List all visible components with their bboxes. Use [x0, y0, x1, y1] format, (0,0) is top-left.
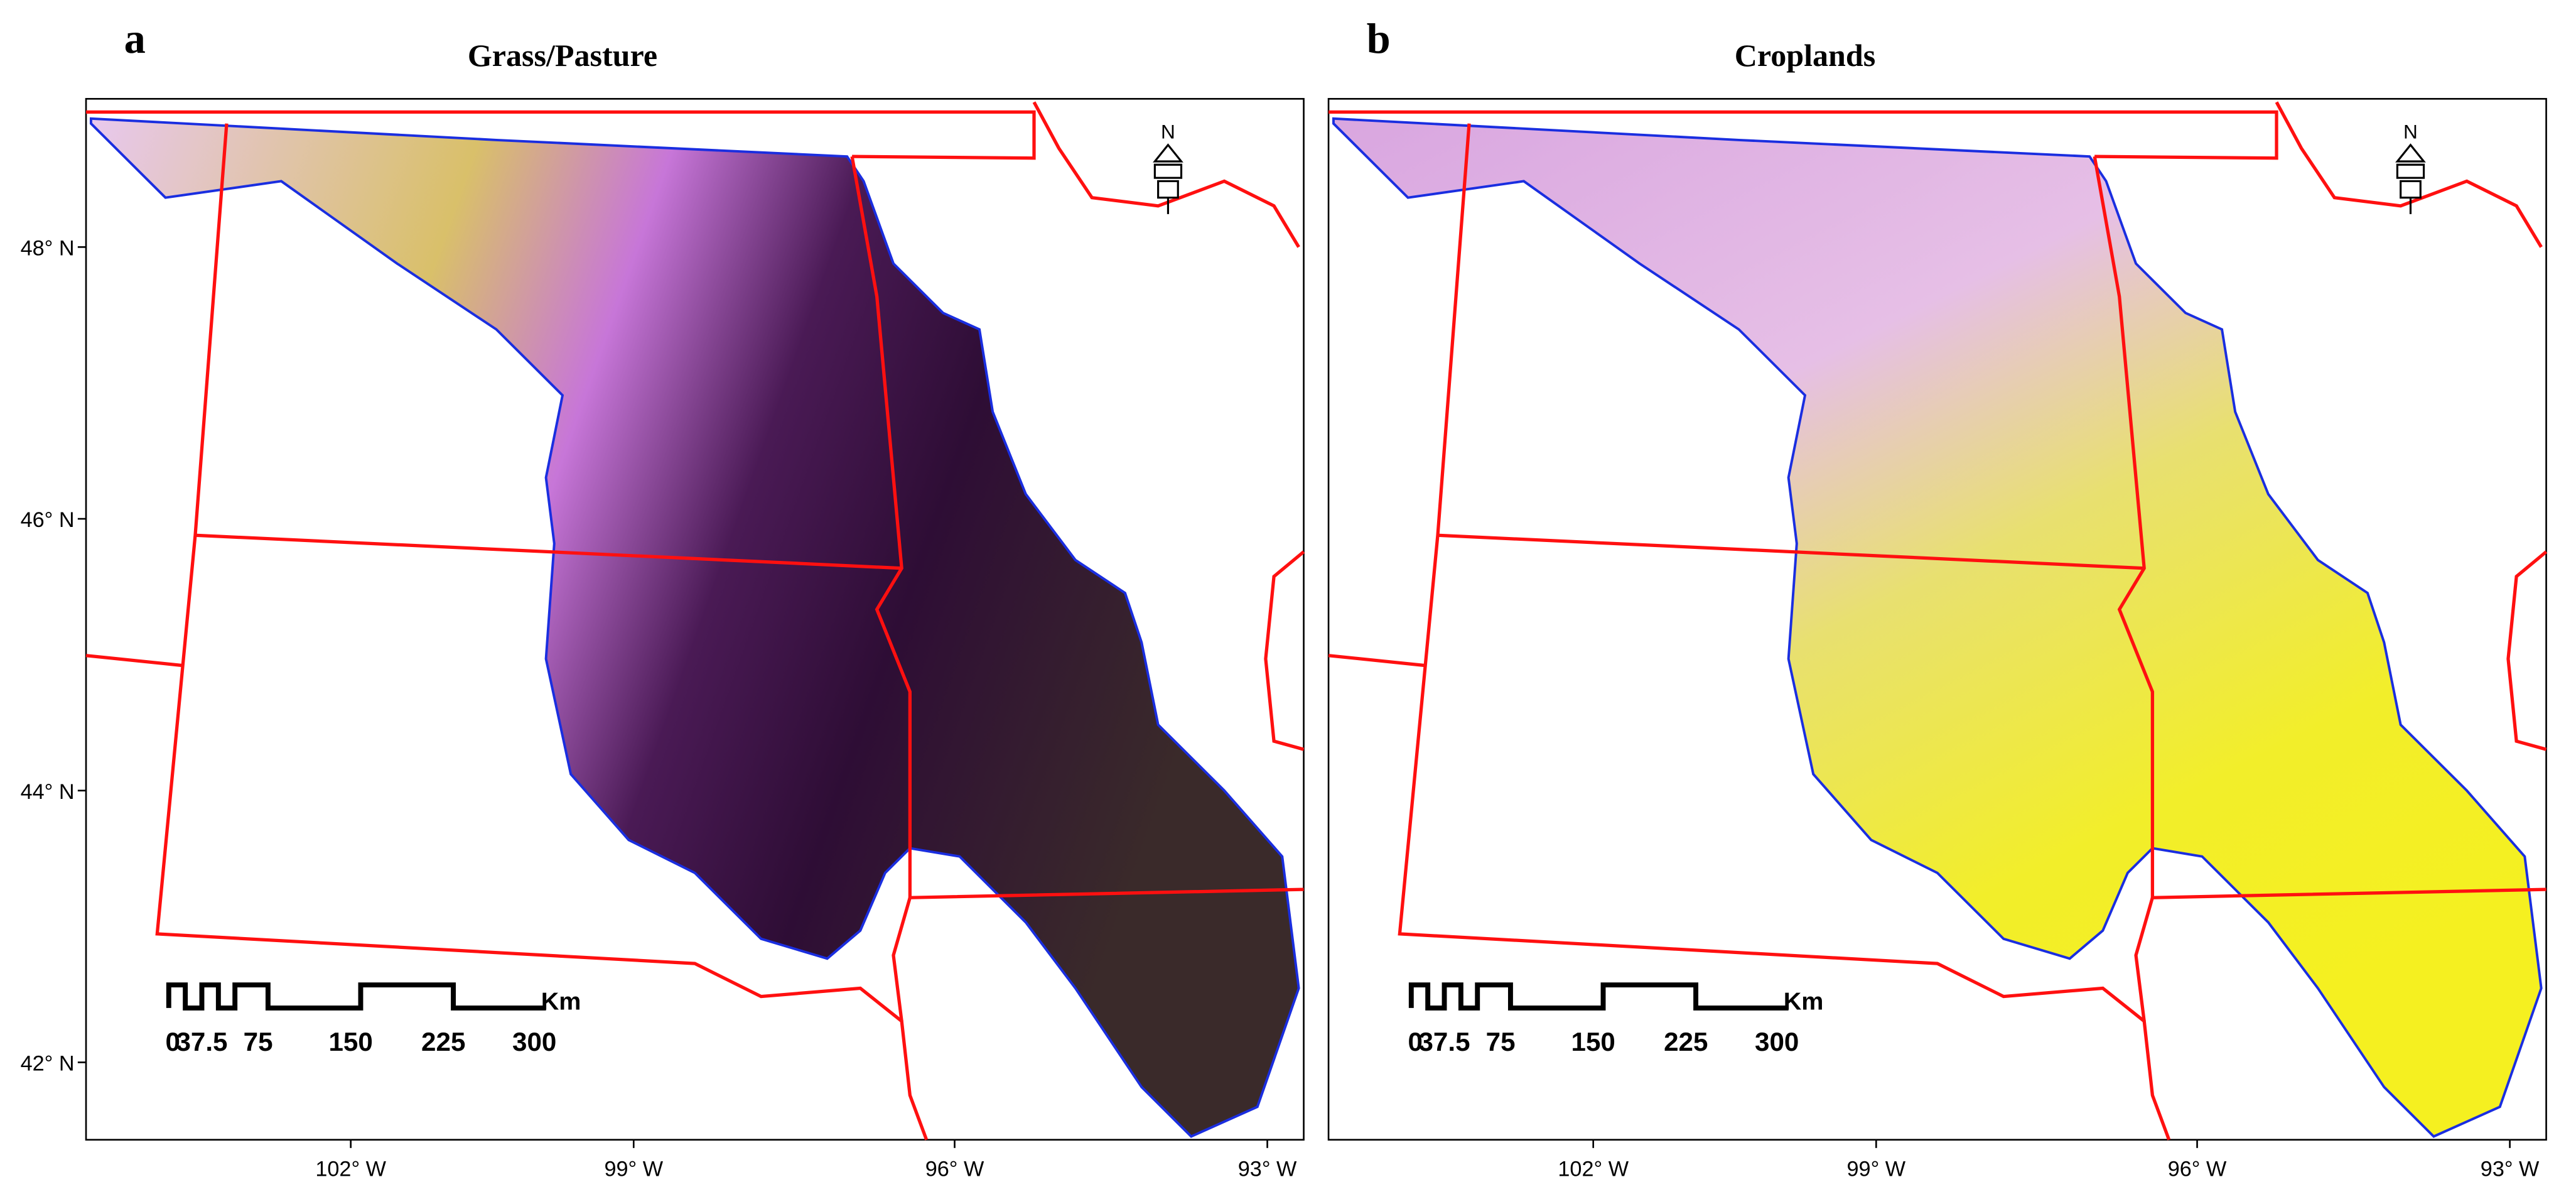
state-border [155, 123, 929, 1141]
lon-label: 99° W [604, 1157, 663, 1181]
state-border [1437, 533, 2145, 570]
ecoregion [89, 117, 1300, 1138]
lon-label: 102° W [1558, 1157, 1629, 1181]
lon-label: 102° W [315, 1157, 386, 1181]
scale-label: 75 [1486, 1027, 1516, 1056]
ecoregion [1332, 117, 2543, 1138]
panel-label: b [1367, 14, 1391, 62]
scale-label: 300 [1755, 1027, 1799, 1056]
state-border [892, 897, 912, 1022]
lat-label: 44° N [21, 780, 75, 804]
map-panel: a Grass/Pasture N Km 037.5 75 150 225 300 102° W 9… [21, 14, 1305, 1181]
state-border [1328, 654, 1425, 668]
scale-label: 300 [512, 1027, 556, 1056]
scale-label: 0 [166, 1027, 180, 1056]
panel-title: Croplands [1735, 38, 1875, 73]
lat-label: 48° N [21, 237, 75, 261]
scale-label: 150 [1571, 1027, 1615, 1056]
scale-bar [166, 982, 546, 1011]
north-arrow [1153, 143, 1183, 214]
lon-label: 96° W [2168, 1157, 2227, 1181]
lon-label: 93° W [1238, 1157, 1297, 1181]
state-border [2275, 101, 2543, 248]
scale-bar [1408, 982, 1789, 1011]
state-border [1032, 101, 1300, 248]
state-border [2134, 897, 2154, 1022]
state-border [1328, 110, 2278, 160]
scale-unit: Km [1784, 988, 1824, 1016]
state-border [86, 110, 1036, 160]
state-border [85, 654, 183, 668]
north-arrow [2395, 143, 2426, 214]
scale-label: 37.5 [176, 1027, 227, 1056]
lat-label: 46° N [21, 508, 75, 532]
state-border [195, 533, 902, 570]
north-label: N [1161, 120, 1175, 143]
scale-label: 0 [1408, 1027, 1423, 1056]
state-border [2506, 550, 2548, 751]
panel-title: Grass/Pasture [468, 38, 657, 73]
lon-label: 99° W [1847, 1157, 1906, 1181]
state-border [1398, 123, 2171, 1141]
scale-unit: Km [541, 988, 581, 1016]
scale-label: 225 [1664, 1027, 1708, 1056]
lon-label: 96° W [925, 1157, 984, 1181]
lon-label: 93° W [2481, 1157, 2540, 1181]
scale-label: 37.5 [1419, 1027, 1470, 1056]
panel-label: a [124, 14, 146, 62]
state-border [1264, 550, 1305, 751]
scale-label: 75 [244, 1027, 273, 1056]
scale-label: 225 [421, 1027, 465, 1056]
lat-label: 42° N [21, 1052, 75, 1076]
north-label: N [2403, 120, 2418, 143]
map-panel: b Croplands N Km 037.5 75 150 225 300 102° W 99° W… [1327, 14, 2548, 1181]
scale-label: 150 [328, 1027, 372, 1056]
